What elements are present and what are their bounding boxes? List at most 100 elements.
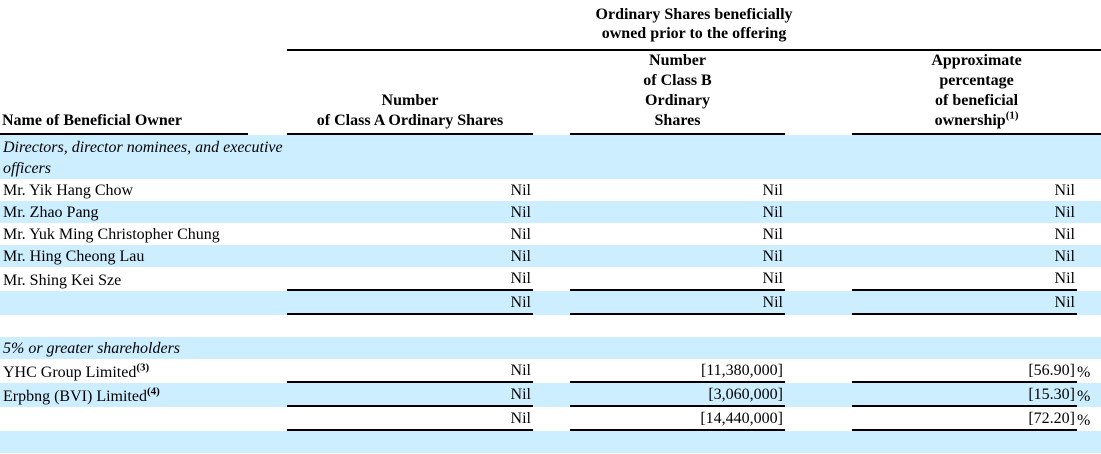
- gap-cell: [785, 407, 852, 431]
- group-header-row: Ordinary Shares beneficially owned prior…: [0, 0, 1101, 51]
- gap-cell: [533, 179, 570, 201]
- gap-cell: [533, 291, 570, 315]
- gap-cell: [533, 245, 570, 267]
- table-row-chung: Mr. Yuk Ming Christopher Chung Nil Nil N…: [0, 223, 1101, 245]
- class-a-value: Nil: [287, 407, 533, 431]
- gap-cell: [785, 245, 852, 267]
- pct-header-line2: percentage: [939, 72, 1014, 89]
- class-b-header-line2: of Class B: [643, 72, 712, 89]
- group-header-line2: owned prior to the offering: [601, 25, 787, 42]
- class-b-value: [14,440,000]: [570, 407, 785, 431]
- section-label: Directors, director nominees, and execut…: [3, 139, 283, 177]
- class-a-value: Nil: [510, 226, 531, 243]
- owner-name-cell: [0, 407, 287, 431]
- owner-name-cell: [0, 291, 287, 315]
- gap-cell: [533, 383, 570, 407]
- class-a-value: Nil: [287, 383, 533, 407]
- pct-value: Nil: [1054, 182, 1075, 199]
- pct-value: [72.20]: [852, 407, 1077, 431]
- class-a-value: Nil: [287, 267, 533, 291]
- header-gap-2: [533, 51, 570, 135]
- pct-header-line3: of beneficial: [934, 92, 1019, 109]
- table-row-shareholders-total: Nil [14,440,000] [72.20] %: [0, 407, 1101, 431]
- class-b-value: [3,060,000]: [570, 383, 785, 407]
- class-a-header-line2: of Class A Ordinary Shares: [316, 112, 504, 129]
- class-b-value: Nil: [762, 182, 783, 199]
- pct-suffix: %: [1077, 412, 1091, 429]
- class-b-header-line3: Ordinary: [645, 92, 710, 109]
- table-row-lau: Mr. Hing Cheong Lau Nil Nil Nil: [0, 245, 1101, 267]
- gap-cell: [785, 291, 852, 315]
- column-header-row: Name of Beneficial Owner Number of Class…: [0, 51, 1101, 135]
- pct-value: [56.90]: [852, 359, 1077, 383]
- pct-header-line4-text: ownership: [934, 112, 1006, 129]
- gap-cell: [785, 223, 852, 245]
- gap-cell: [533, 267, 570, 291]
- footnote-ref-3: (3): [136, 361, 150, 374]
- owner-name: YHC Group Limited: [3, 364, 137, 381]
- gap-cell: [785, 179, 852, 201]
- group-header-spacer: [0, 0, 287, 51]
- gap-cell: [785, 359, 852, 383]
- blank-cell: [0, 431, 1101, 453]
- pct-value: [15.30]: [852, 383, 1077, 407]
- pct-suffix: [1077, 223, 1101, 245]
- table-row-sze: Mr. Shing Kei Sze Nil Nil Nil: [0, 267, 1101, 291]
- pct-value: Nil: [1054, 248, 1075, 265]
- class-a-header-line1: Number: [381, 92, 439, 109]
- class-b-header-line4: Shares: [654, 112, 701, 129]
- column-header-name: Name of Beneficial Owner: [0, 51, 248, 135]
- pct-suffix: [1077, 267, 1101, 291]
- column-header-class-a: Number of Class A Ordinary Shares: [287, 51, 533, 135]
- blank-cell: [0, 315, 1101, 337]
- pct-value: Nil: [1054, 204, 1075, 221]
- owner-name: Mr. Yuk Ming Christopher Chung: [3, 226, 220, 243]
- owner-name-cell: YHC Group Limited(3): [0, 359, 287, 383]
- pct-header-line4: ownership(1): [852, 109, 1101, 131]
- owner-name: Erpbng (BVI) Limited: [3, 388, 147, 405]
- owner-name: Mr. Yik Hang Chow: [3, 182, 134, 199]
- owner-name-cell: Mr. Shing Kei Sze: [0, 267, 287, 291]
- owner-name-cell: Mr. Hing Cheong Lau: [0, 245, 287, 267]
- section-row-directors: Directors, director nominees, and execut…: [0, 135, 1101, 179]
- class-b-value: Nil: [762, 226, 783, 243]
- pct-suffix: %: [1077, 388, 1091, 405]
- footnote-ref-1: (1): [1005, 109, 1019, 122]
- header-gap-1: [248, 51, 287, 135]
- footnote-ref-4: (4): [146, 385, 160, 398]
- class-b-value: Nil: [570, 291, 785, 315]
- pct-suffix: %: [1077, 364, 1091, 381]
- pct-value: Nil: [1054, 226, 1075, 243]
- owner-name-cell: Mr. Yuk Ming Christopher Chung: [0, 223, 287, 245]
- gap-cell: [785, 383, 852, 407]
- gap-cell: [785, 201, 852, 223]
- pct-suffix: [1077, 201, 1101, 223]
- blank-row-shaded: [0, 431, 1101, 453]
- class-a-value: Nil: [510, 204, 531, 221]
- class-b-value: [11,380,000]: [570, 359, 785, 383]
- table-row-directors-total: Nil Nil Nil: [0, 291, 1101, 315]
- gap-cell: [533, 201, 570, 223]
- class-b-header-line1: Number: [649, 52, 706, 69]
- pct-header-line1: Approximate: [931, 52, 1022, 69]
- pct-suffix: [1077, 245, 1101, 267]
- class-a-value: Nil: [510, 182, 531, 199]
- class-b-value: Nil: [570, 267, 785, 291]
- gap-cell: [533, 223, 570, 245]
- gap-cell: [533, 407, 570, 431]
- section-label: 5% or greater shareholders: [3, 340, 181, 357]
- pct-suffix: [1077, 179, 1101, 201]
- owner-name-cell: Mr. Yik Hang Chow: [0, 179, 287, 201]
- gap-cell: [785, 267, 852, 291]
- section-row-shareholders: 5% or greater shareholders: [0, 337, 1101, 359]
- table-row-erpbng: Erpbng (BVI) Limited(4) Nil [3,060,000] …: [0, 383, 1101, 407]
- group-header-line1: Ordinary Shares beneficially: [595, 6, 793, 23]
- section-filler: [287, 337, 1101, 359]
- owner-name: Mr. Hing Cheong Lau: [3, 248, 145, 265]
- owner-name: Mr. Shing Kei Sze: [3, 272, 122, 289]
- column-header-percentage: Approximate percentage of beneficial own…: [852, 51, 1101, 135]
- class-b-value: Nil: [762, 204, 783, 221]
- blank-row: [0, 315, 1101, 337]
- owner-name-cell: Erpbng (BVI) Limited(4): [0, 383, 287, 407]
